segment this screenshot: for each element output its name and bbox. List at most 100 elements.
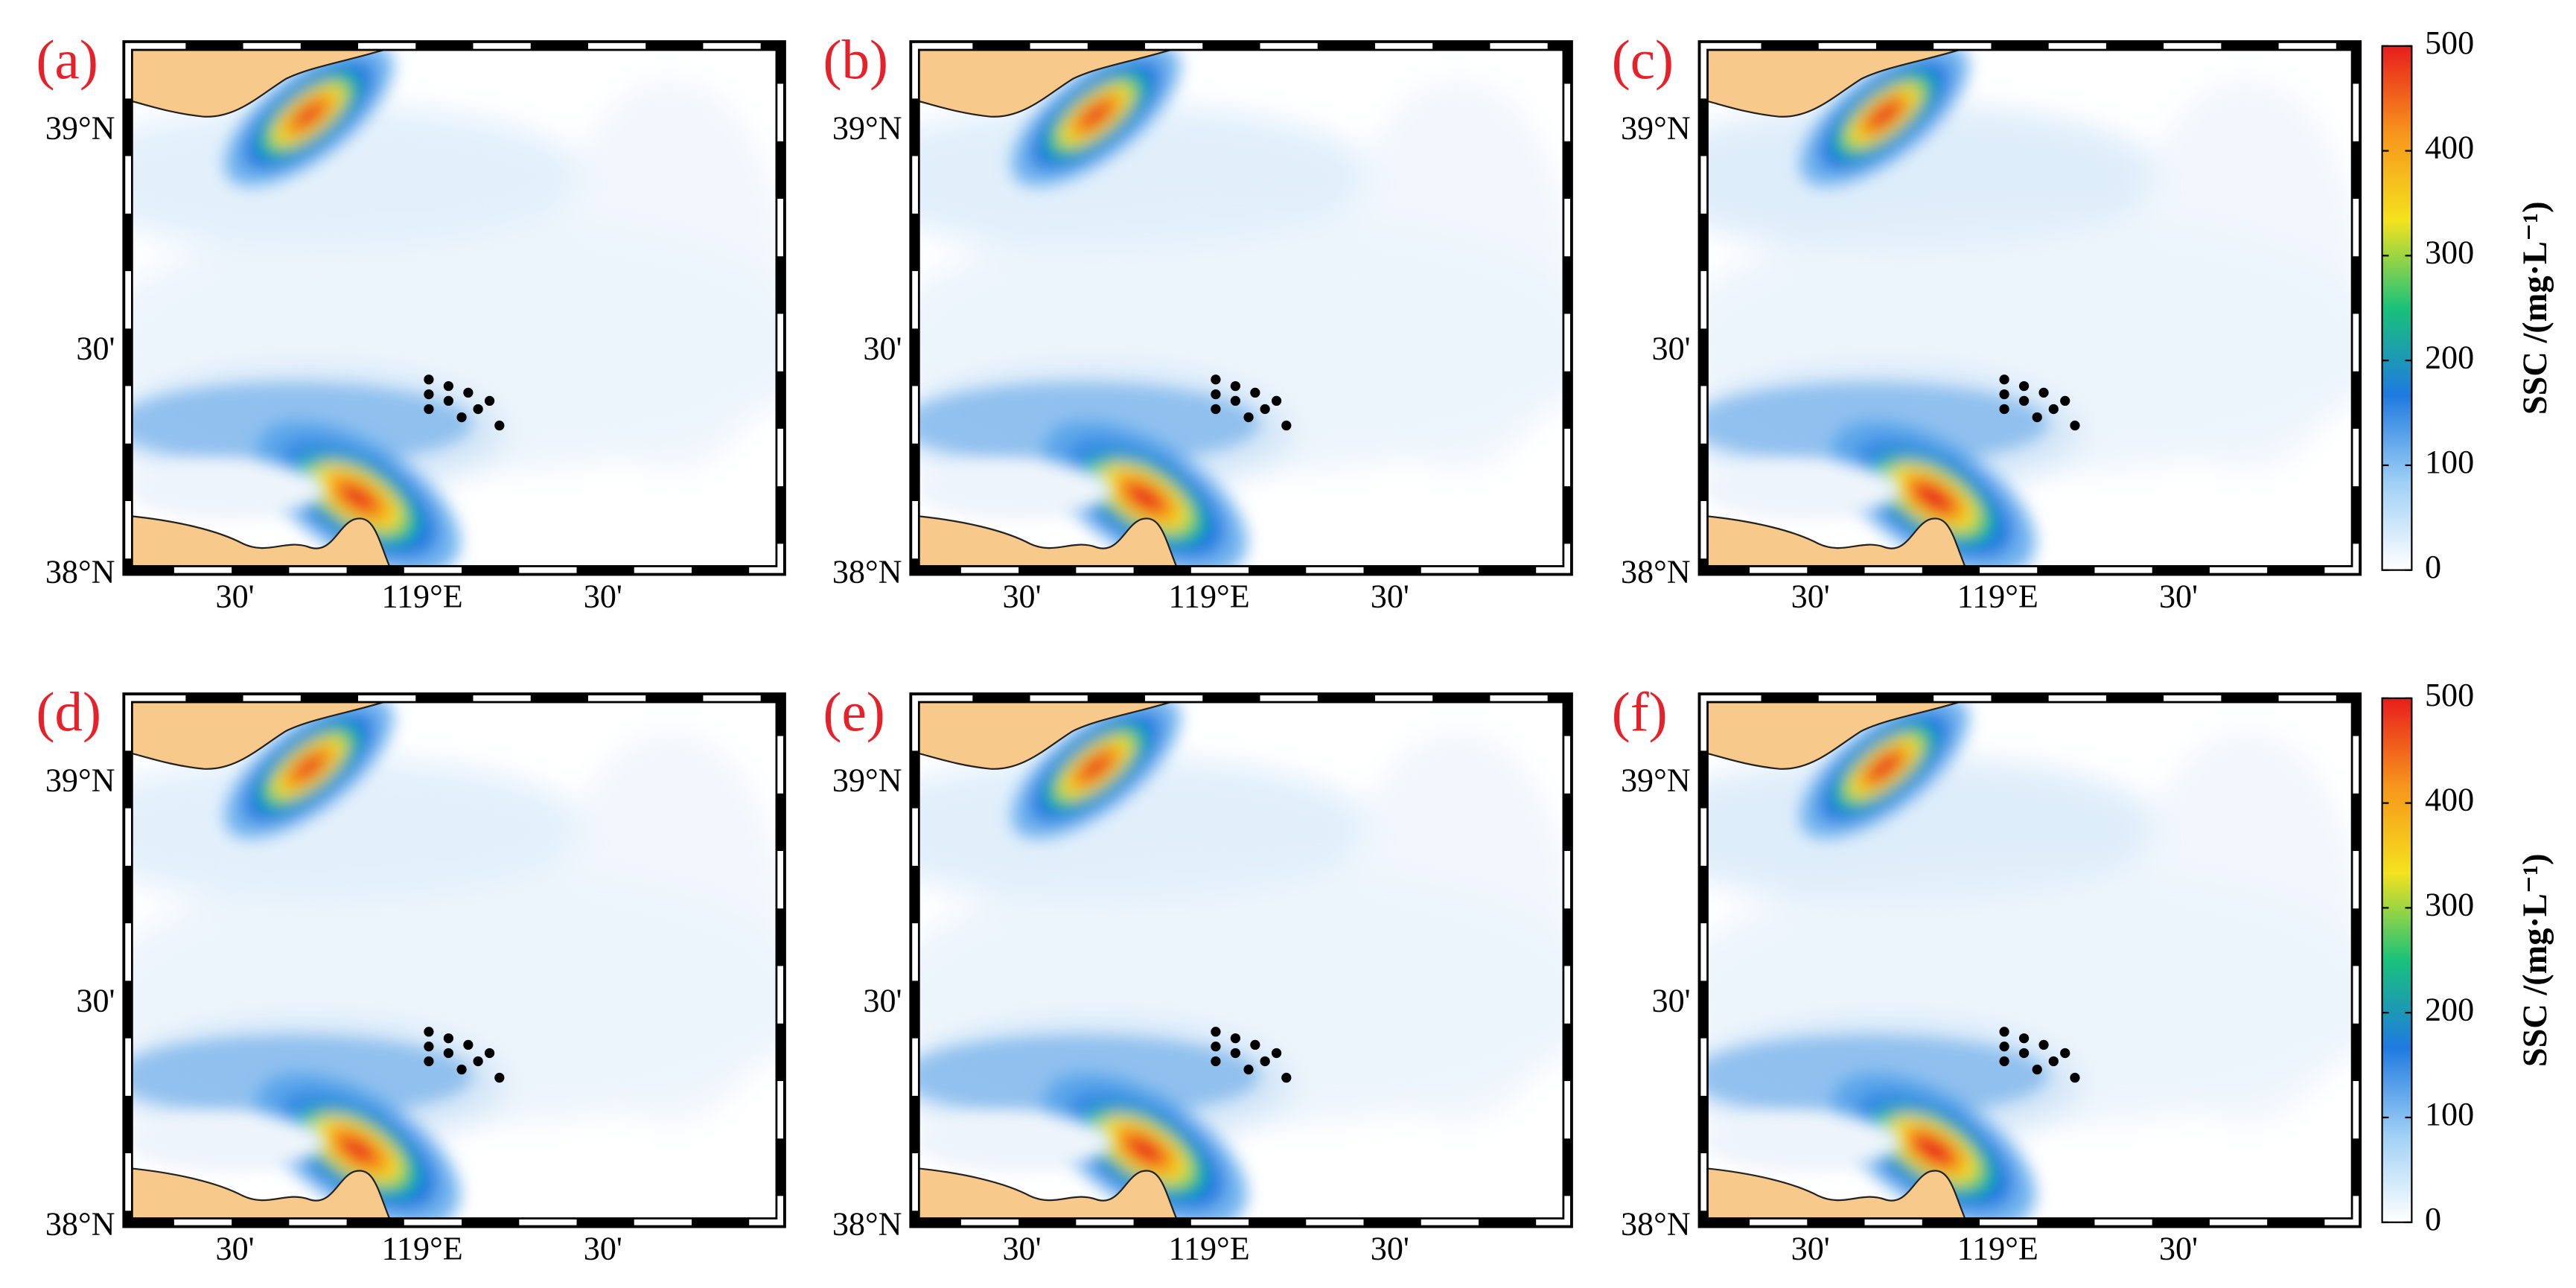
plume: [915, 698, 1260, 1222]
station: [473, 1056, 483, 1067]
station: [494, 1072, 505, 1083]
colorbar-ramp: [2381, 45, 2413, 571]
frame-dash: [125, 695, 784, 1225]
shallow-patch: [128, 459, 325, 520]
x-tick-label: 30': [2159, 1231, 2198, 1267]
y-tick-label: 39°N: [1621, 110, 1691, 147]
map-panel: 39°N 30' 38°N 30' 119°E 30' (f): [1612, 682, 2362, 1267]
land: [1703, 698, 1972, 770]
colorbar-tick-label: 300: [2425, 887, 2474, 923]
map-panel: 39°N 30' 38°N 30' 119°E 30' (c): [1612, 29, 2362, 615]
station: [456, 412, 467, 423]
land: [915, 45, 1184, 118]
station: [1230, 380, 1241, 392]
x-tick-label: 119°E: [1169, 578, 1250, 615]
station: [1999, 1027, 2009, 1037]
station: [2018, 380, 2030, 392]
station: [1260, 404, 1270, 415]
land: [128, 1167, 392, 1222]
plume: [915, 45, 1260, 570]
x-tick-label: 30': [216, 1231, 255, 1267]
map-area: [128, 698, 781, 1222]
station: [1211, 404, 1221, 415]
land: [1703, 514, 1968, 570]
station: [463, 1039, 474, 1051]
station: [1211, 1056, 1221, 1067]
map-area: [128, 45, 781, 570]
colorbar-tick-label: 0: [2425, 1201, 2441, 1237]
frame-line: [909, 40, 1573, 576]
station: [1243, 1064, 1254, 1075]
station: [443, 395, 454, 407]
colorbar: 0 100 200 300 400 500 SSC /(mg·L⁻¹): [2381, 25, 2554, 585]
x-tick-label: 119°E: [1169, 1231, 1250, 1267]
station: [443, 1033, 454, 1044]
station: [1999, 404, 2009, 415]
station: [2032, 412, 2042, 423]
shallow-patch: [915, 1112, 1112, 1172]
station: [424, 389, 434, 400]
station: [1230, 395, 1241, 407]
x-tick-label: 30': [1002, 578, 1041, 615]
land: [915, 698, 1184, 770]
x-tick-label: 30': [1371, 578, 1409, 615]
station: [424, 1042, 434, 1052]
colorbar: 0 100 200 300 400 500 SSC /(mg·L⁻¹): [2381, 677, 2554, 1237]
colorbar-tick-label: 0: [2425, 549, 2441, 585]
plume-layer: [340, 484, 376, 511]
map-area: [1703, 45, 2356, 570]
shallow-patch: [128, 1112, 325, 1172]
land: [915, 514, 1179, 570]
station: [424, 1056, 434, 1067]
map-panel: 39°N 30' 38°N 30' 119°E 30' (a): [36, 29, 786, 615]
x-tick-label: 30': [1791, 1231, 1830, 1267]
colorbar-label: SSC /(mg·L⁻¹): [2516, 853, 2554, 1067]
station: [484, 1048, 495, 1059]
haze-patch: [555, 78, 781, 474]
y-tick-label: 30': [863, 330, 902, 366]
station: [2038, 387, 2049, 398]
station: [424, 1027, 434, 1037]
colorbar-tick-label: 300: [2425, 234, 2474, 270]
station: [424, 374, 434, 385]
station: [424, 404, 434, 415]
plume-layer: [1703, 1035, 2049, 1118]
station: [1281, 1072, 1292, 1083]
colorbar-tick-label: 500: [2425, 677, 2474, 713]
station: [1211, 389, 1221, 400]
station: [2032, 1064, 2042, 1075]
shallow-patch: [915, 459, 1112, 520]
plume-layer: [915, 1035, 1260, 1118]
panel-label: (f): [1612, 682, 1668, 744]
land: [1703, 1167, 1968, 1222]
colorbar-tick-label: 500: [2425, 25, 2474, 61]
plume-layer: [1913, 1134, 1954, 1166]
plume-layer: [1080, 102, 1112, 128]
y-tick-label: 30': [1652, 982, 1691, 1018]
haze-patch: [2131, 731, 2356, 1126]
map-area: [915, 45, 1568, 570]
station: [443, 1048, 454, 1059]
colorbar-label: SSC /(mg·L⁻¹): [2516, 201, 2554, 415]
station: [456, 1064, 467, 1075]
map-panel: 39°N 30' 38°N 30' 119°E 30' (d): [36, 682, 786, 1267]
panel-label: (d): [36, 682, 101, 744]
y-tick-label: 38°N: [1621, 553, 1691, 590]
haze-patch: [1342, 78, 1568, 474]
plume-layer: [1703, 383, 2049, 465]
map-area: [915, 698, 1568, 1222]
colorbar-ramp: [2381, 697, 2413, 1223]
station: [494, 420, 505, 431]
panel-label: (c): [1612, 29, 1674, 91]
plume: [1703, 698, 2049, 1222]
x-tick-label: 30': [2159, 578, 2198, 615]
x-tick-label: 30': [1791, 578, 1830, 615]
station: [1211, 1027, 1221, 1037]
station: [463, 387, 474, 398]
plume-layer: [1080, 754, 1112, 780]
x-tick-label: 119°E: [382, 1231, 463, 1267]
station: [2070, 1072, 2080, 1083]
frame-dash: [1700, 42, 2359, 573]
x-tick-label: 119°E: [382, 578, 463, 615]
haze-patch: [555, 731, 781, 1126]
